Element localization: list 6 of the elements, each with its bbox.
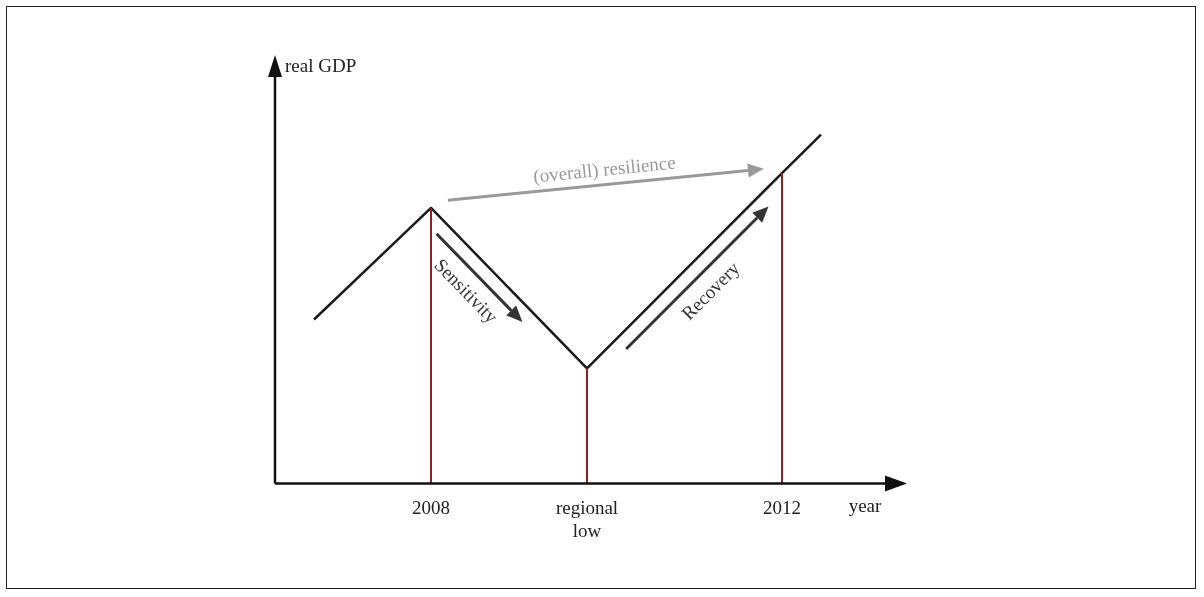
y-axis-title: real GDP <box>285 54 357 76</box>
x-tick-label: 2012 <box>763 496 801 518</box>
annotation: (overall) resilience <box>532 151 677 188</box>
x-tick-label: 2008 <box>412 496 450 518</box>
x-axis-title: year <box>848 494 883 516</box>
x-tick-label: regional low <box>555 496 619 541</box>
